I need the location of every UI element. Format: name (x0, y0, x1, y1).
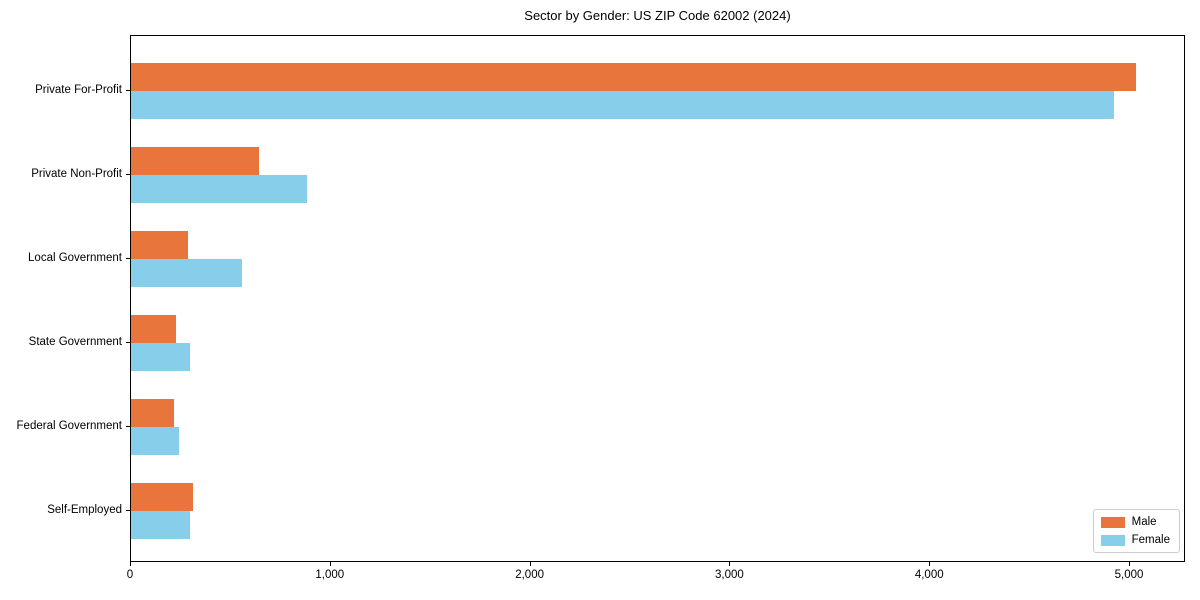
x-tick-mark-4-000 (929, 562, 931, 566)
bar-self-employed-male (131, 483, 193, 511)
y-tick-mark-federal-government (126, 426, 130, 427)
x-tick-label-2-000: 2,000 (515, 569, 544, 581)
bar-local-government-male (131, 231, 188, 259)
x-tick-label-3-000: 3,000 (715, 569, 744, 581)
x-axis: 0 1,000 2,000 3,000 4,000 5,000 (126, 562, 1185, 596)
bar-self-employed-female (131, 511, 190, 539)
bar-federal-government-female (131, 427, 179, 455)
y-tick-mark-local-government (126, 258, 130, 259)
bar-private-for-profit-female (131, 91, 1115, 119)
y-tick-mark-state-government (126, 342, 130, 343)
x-tick-mark-1-000 (329, 562, 331, 566)
x-tick-label-4-000: 4,000 (914, 569, 944, 581)
legend-label-female: Female (1131, 534, 1170, 546)
bar-private-non-profit-male (131, 147, 259, 175)
bar-state-government-female (131, 343, 190, 371)
y-tick-label-private-non-profit: Private Non-Profit (31, 168, 122, 180)
x-tick-mark-3-000 (729, 562, 731, 566)
y-tick-label-self-employed: Self-Employed (47, 504, 122, 516)
legend-entry-female: Female (1100, 533, 1170, 547)
chart-title: Sector by Gender: US ZIP Code 62002 (202… (524, 8, 791, 23)
plot-area: Male Female (130, 35, 1185, 562)
y-tick-label-local-government: Local Government (28, 252, 122, 264)
legend-label-male: Male (1131, 516, 1157, 528)
legend: Male Female (1092, 509, 1180, 553)
y-tick-label-private-for-profit: Private For-Profit (35, 84, 122, 96)
x-tick-mark-5-000 (1129, 562, 1131, 566)
legend-swatch-male (1100, 516, 1125, 528)
x-tick-label-1-000: 1,000 (315, 569, 345, 581)
bar-state-government-male (131, 315, 176, 343)
bar-local-government-female (131, 259, 242, 287)
y-tick-mark-self-employed (126, 510, 130, 511)
x-tick-label-0: 0 (126, 569, 134, 581)
y-tick-mark-private-non-profit (126, 174, 130, 175)
legend-swatch-female (1100, 534, 1125, 546)
x-tick-mark-0 (130, 562, 131, 566)
bar-private-for-profit-male (131, 63, 1137, 91)
y-tick-mark-private-for-profit (126, 90, 130, 91)
y-tick-label-federal-government: Federal Government (16, 420, 122, 432)
x-tick-label-5-000: 5,000 (1114, 569, 1144, 581)
y-axis: Private For-Profit Private Non-Profit Loca… (0, 35, 122, 562)
legend-entry-male: Male (1100, 515, 1170, 529)
x-tick-mark-2-000 (529, 562, 531, 566)
y-tick-label-state-government: State Government (28, 336, 122, 348)
bar-federal-government-male (131, 399, 174, 427)
bar-private-non-profit-female (131, 175, 307, 203)
